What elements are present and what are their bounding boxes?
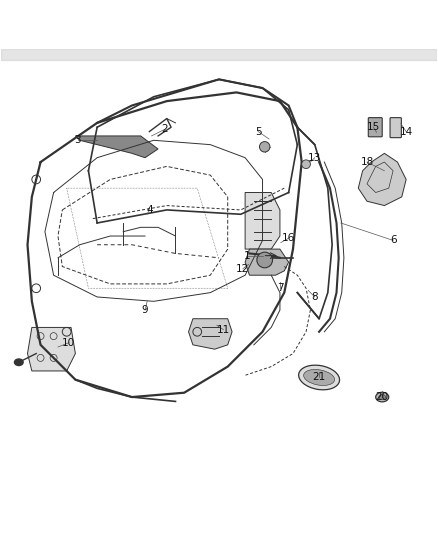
Text: 9: 9	[142, 305, 148, 315]
Polygon shape	[75, 136, 158, 158]
Polygon shape	[358, 154, 406, 206]
FancyBboxPatch shape	[390, 118, 401, 138]
Text: 3: 3	[74, 135, 81, 146]
Circle shape	[257, 252, 272, 268]
Polygon shape	[245, 192, 280, 249]
Ellipse shape	[14, 359, 23, 366]
Ellipse shape	[376, 392, 389, 402]
Polygon shape	[28, 327, 75, 371]
Text: 14: 14	[399, 126, 413, 136]
Text: 11: 11	[217, 325, 230, 335]
Text: 8: 8	[311, 292, 318, 302]
Text: 10: 10	[62, 338, 75, 348]
Ellipse shape	[304, 369, 335, 385]
Text: 12: 12	[237, 264, 250, 273]
Text: 4: 4	[146, 205, 153, 215]
Text: 6: 6	[390, 236, 396, 245]
Text: 21: 21	[312, 373, 326, 383]
FancyBboxPatch shape	[368, 118, 382, 137]
Circle shape	[259, 142, 270, 152]
Polygon shape	[188, 319, 232, 349]
Circle shape	[302, 160, 311, 168]
Text: 2: 2	[161, 124, 168, 134]
Text: 20: 20	[376, 392, 389, 402]
Text: 16: 16	[282, 233, 295, 243]
Ellipse shape	[379, 394, 386, 400]
Text: 7: 7	[277, 283, 283, 293]
Text: 15: 15	[367, 122, 380, 132]
Text: 1: 1	[244, 251, 251, 261]
Ellipse shape	[299, 365, 339, 390]
Text: 5: 5	[255, 126, 261, 136]
Polygon shape	[245, 249, 289, 275]
Text: 18: 18	[360, 157, 374, 167]
Bar	[1, 49, 437, 60]
Text: 13: 13	[308, 152, 321, 163]
